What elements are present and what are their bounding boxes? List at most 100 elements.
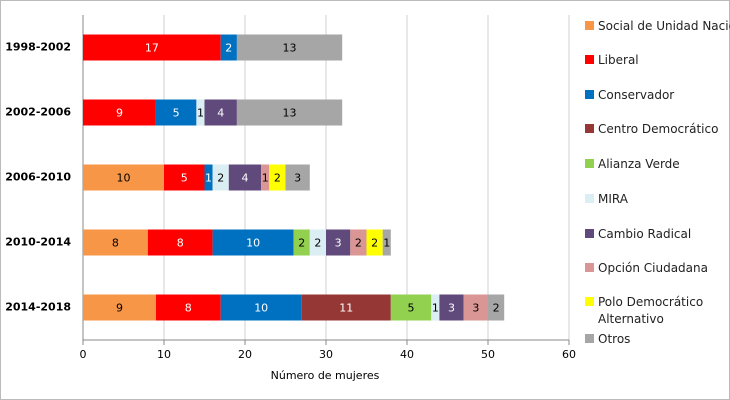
legend-label: Alianza Verde [598,157,680,171]
bar-segment [261,164,270,191]
legend-label: Otros [598,332,631,346]
x-tick-label: 60 [562,348,576,361]
bar-segment [309,229,326,256]
value-label: 10 [117,172,131,185]
value-label: 13 [283,42,297,55]
value-label: 17 [145,42,159,55]
bar-segment [488,294,505,321]
bar-segment [220,34,237,61]
value-label: 10 [254,302,268,315]
value-label: 3 [472,302,479,315]
legend-item: Centro Democrático [585,121,726,138]
value-label: 9 [116,107,123,120]
legend-swatch [585,159,594,168]
x-axis-label: Número de mujeres [271,369,380,382]
value-label: 1 [432,302,439,315]
x-tick-label: 30 [319,348,333,361]
value-label: 5 [181,172,188,185]
bar-segment [431,294,440,321]
value-label: 10 [246,237,260,250]
legend-item: Conservador [585,87,726,104]
y-tick-label: 2006-2010 [5,171,71,184]
value-label: 1 [262,172,269,185]
bar-segment [212,229,294,256]
value-label: 8 [177,237,184,250]
bar-segment [83,294,156,321]
legend-label: MIRA [598,192,628,206]
bar-segment [83,229,148,256]
bar-segment [220,294,302,321]
x-tick-label: 0 [80,348,87,361]
value-label: 2 [274,172,281,185]
value-label: 2 [225,42,232,55]
legend-item: MIRA [585,191,726,208]
value-label: 2 [314,237,321,250]
y-tick-label: 2014-2018 [5,301,71,314]
value-label: 1 [205,172,212,185]
bar-segment [326,229,351,256]
value-label: 11 [339,302,353,315]
value-label: 9 [116,302,123,315]
legend-swatch [585,90,594,99]
bar-segment [463,294,488,321]
legend-swatch [585,55,594,64]
value-label: 4 [242,172,249,185]
x-tick-label: 10 [157,348,171,361]
bar-segment [196,99,205,126]
value-label: 2 [371,237,378,250]
bar-segment [83,164,164,191]
value-label: 1 [197,107,204,120]
legend-swatch [585,124,594,133]
bar-segment [155,99,197,126]
legend-label: Cambio Radical [598,227,692,241]
legend-item: Opción Ciudadana [585,260,726,277]
y-tick-label: 2010-2014 [5,236,71,249]
legend-item: Social de Unidad Nacional [585,18,730,35]
bar-segment [285,164,310,191]
legend-item: Cambio Radical [585,226,726,243]
value-label: 3 [294,172,301,185]
bar-segment [390,294,432,321]
legend-label: Liberal [598,53,639,67]
legend-item: Polo Democrático Alternativo [585,294,726,328]
value-label: 5 [173,107,180,120]
x-tick-label: 20 [238,348,252,361]
legend-label: Opción Ciudadana [598,261,708,275]
value-label: 3 [448,302,455,315]
legend-item: Alianza Verde [585,156,726,173]
value-label: 2 [493,302,500,315]
bar-segment [236,99,343,126]
bar-segment [164,164,205,191]
value-label: 13 [283,107,297,120]
value-label: 2 [217,172,224,185]
bar-segment [301,294,391,321]
bar-segment [155,294,221,321]
bar-segment [293,229,310,256]
y-tick-label: 1998-2002 [5,41,71,54]
bar-segment [212,164,229,191]
legend-item: Liberal [585,52,726,69]
bar-segment [147,229,213,256]
bar-segment [439,294,464,321]
legend-label: Social de Unidad Nacional [598,19,730,33]
bar-segment [204,164,213,191]
bar-segment [204,99,237,126]
bar-segment [228,164,262,191]
legend-swatch [585,297,594,306]
bar-segment [350,229,367,256]
bar-segment [366,229,383,256]
value-label: 2 [298,237,305,250]
legend-swatch [585,229,594,238]
x-tick-label: 50 [481,348,495,361]
value-label: 4 [217,107,224,120]
legend-label: Conservador [598,88,675,102]
bar-segment [83,34,221,61]
legend-item: Otros [585,331,726,348]
value-label: 1 [383,237,390,250]
value-label: 8 [112,237,119,250]
legend-swatch [585,194,594,203]
value-label: 2 [355,237,362,250]
value-label: 8 [185,302,192,315]
